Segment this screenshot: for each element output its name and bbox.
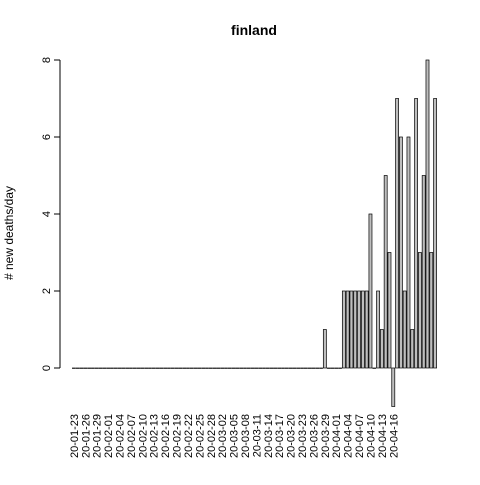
bar bbox=[415, 99, 418, 369]
bar bbox=[411, 330, 414, 369]
bar bbox=[434, 99, 437, 369]
x-tick-label: 20-03-05 bbox=[229, 414, 241, 458]
x-tick-label: 20-03-17 bbox=[274, 414, 286, 458]
y-tick-label: 8 bbox=[41, 57, 53, 63]
bar bbox=[377, 291, 380, 368]
x-tick-label: 20-04-13 bbox=[377, 414, 389, 458]
x-tick-label: 20-04-01 bbox=[331, 414, 343, 458]
y-tick-label: 4 bbox=[41, 211, 53, 217]
y-tick-label: 6 bbox=[41, 134, 53, 140]
bar bbox=[369, 214, 372, 368]
x-tick-label: 20-02-16 bbox=[160, 414, 172, 458]
x-tick-label: 20-01-23 bbox=[69, 414, 81, 458]
bar bbox=[380, 330, 383, 369]
bar bbox=[323, 330, 326, 369]
bar bbox=[388, 253, 391, 369]
bar bbox=[422, 176, 425, 369]
x-tick-label: 20-01-26 bbox=[80, 414, 92, 458]
x-tick-label: 20-04-04 bbox=[343, 414, 355, 458]
x-tick-label: 20-03-29 bbox=[320, 414, 332, 458]
bar bbox=[399, 137, 402, 368]
x-tick-label: 20-02-19 bbox=[172, 414, 184, 458]
x-tick-label: 20-02-13 bbox=[149, 414, 161, 458]
x-tick-label: 20-03-23 bbox=[297, 414, 309, 458]
x-tick-label: 20-04-10 bbox=[365, 414, 377, 458]
bar bbox=[403, 291, 406, 368]
y-tick-label: 2 bbox=[41, 288, 53, 294]
bar bbox=[384, 176, 387, 369]
x-tick-label: 20-03-08 bbox=[240, 414, 252, 458]
bar bbox=[392, 368, 395, 407]
x-tick-label: 20-03-26 bbox=[308, 414, 320, 458]
x-tick-label: 20-02-04 bbox=[115, 414, 127, 458]
x-tick-label: 20-02-22 bbox=[183, 414, 195, 458]
bar bbox=[426, 60, 429, 368]
bar bbox=[350, 291, 353, 368]
bar bbox=[354, 291, 357, 368]
y-tick-label: 0 bbox=[41, 365, 53, 371]
y-axis-label: # new deaths/day bbox=[2, 186, 16, 280]
x-tick-label: 20-04-16 bbox=[388, 414, 400, 458]
bar bbox=[365, 291, 368, 368]
y-axis: 0 2 4 6 8 bbox=[41, 57, 60, 371]
x-tick-label: 20-02-25 bbox=[194, 414, 206, 458]
bar bbox=[361, 291, 364, 368]
x-tick-label: 20-02-07 bbox=[126, 414, 138, 458]
bar bbox=[396, 99, 399, 369]
x-tick-label: 20-03-20 bbox=[286, 414, 298, 458]
bar bbox=[430, 253, 433, 369]
bar bbox=[342, 291, 345, 368]
x-tick-label: 20-01-29 bbox=[92, 414, 104, 458]
bar bbox=[358, 291, 361, 368]
chart-title: finland bbox=[231, 22, 277, 38]
x-tick-label: 20-04-07 bbox=[354, 414, 366, 458]
x-tick-label: 20-03-14 bbox=[263, 414, 275, 458]
bars bbox=[72, 60, 436, 407]
x-tick-label: 20-02-28 bbox=[206, 414, 218, 458]
x-tick-label: 20-02-01 bbox=[103, 414, 115, 458]
bar bbox=[418, 253, 421, 369]
bar bbox=[346, 291, 349, 368]
x-tick-label: 20-02-10 bbox=[137, 414, 149, 458]
x-tick-label: 20-03-02 bbox=[217, 414, 229, 458]
bar bbox=[407, 137, 410, 368]
x-tick-label: 20-03-11 bbox=[251, 414, 263, 457]
